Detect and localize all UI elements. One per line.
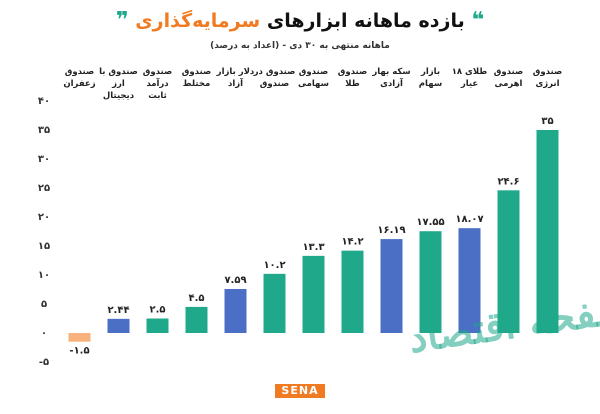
- y-tick-label: ۳۰: [38, 154, 50, 165]
- x-tick-label: صندوق مختلط: [181, 67, 212, 89]
- bar: [497, 190, 520, 333]
- y-tick-label: ۰: [41, 328, 47, 339]
- x-tick-label: صندوق درآمد ثابت: [142, 67, 173, 101]
- x-tick-label: سکه بهار آزادی: [372, 67, 411, 89]
- y-tick-label: -۵: [39, 357, 49, 368]
- bar: [224, 288, 247, 333]
- title-row: ❝ بازده ماهانه ابزارهای سرمایه‌گذاری ❞: [0, 8, 600, 33]
- x-tick-label: صندوق انرژی: [532, 67, 563, 89]
- y-tick-label: ۱۰: [38, 270, 50, 281]
- bar: [263, 273, 286, 333]
- bar: [458, 228, 481, 333]
- chart-subtitle: ماهانه منتهی به ۳۰ دی - (اعداد به درصد): [210, 41, 390, 51]
- bar: [419, 231, 442, 333]
- x-tick-label: دلار بازار آزاد: [216, 67, 255, 89]
- x-tick-label: صندوق سهامی: [297, 67, 330, 89]
- y-tick-label: ۳۵: [38, 125, 50, 136]
- value-label: ۱۴.۲: [341, 237, 363, 248]
- bar: [302, 255, 325, 333]
- quote-mark: ❞: [115, 8, 129, 33]
- quote-mark: ❝: [471, 8, 485, 33]
- value-label: ۱۷.۵۵: [416, 217, 444, 228]
- x-tick-label: صندوق در صندوق: [253, 67, 296, 89]
- bar: [107, 318, 130, 333]
- value-label: -۱.۵: [69, 346, 89, 357]
- value-label: ۲.۴۴: [107, 305, 129, 316]
- value-label: ۷.۵۹: [224, 275, 246, 286]
- y-tick-label: ۱۵: [38, 241, 50, 252]
- bar: [68, 333, 91, 342]
- x-tick-label: صندوق زعفران: [63, 67, 96, 89]
- bar: [380, 239, 403, 333]
- value-label: ۲.۵: [149, 305, 165, 316]
- chart-title: بازده ماهانه ابزارهای: [266, 10, 465, 32]
- x-tick-label: صندوق اهرمی: [493, 67, 524, 89]
- bar: [341, 250, 364, 333]
- x-tick-label: طلای ۱۸ عیار: [451, 67, 488, 89]
- x-tick-label: صندوق با ارز دیجیتال: [99, 67, 138, 101]
- y-tick-label: ۵: [41, 299, 47, 310]
- value-label: ۱۶.۱۹: [377, 225, 405, 236]
- y-tick-label: ۲۰: [38, 212, 50, 223]
- y-tick-label: ۲۵: [38, 183, 50, 194]
- x-tick-label: بازار سهام: [418, 67, 443, 89]
- bar: [146, 318, 169, 333]
- y-tick-label: ۴۰: [38, 96, 50, 107]
- chart-title-highlight: سرمایه‌گذاری: [135, 10, 261, 32]
- value-label: ۱۳.۳: [302, 242, 324, 253]
- bar: [536, 130, 559, 333]
- value-label: ۳۵: [541, 116, 553, 127]
- value-label: ۱۸.۰۷: [455, 214, 483, 225]
- x-tick-label: صندوق طلا: [337, 67, 368, 89]
- value-label: ۲۴.۶: [497, 176, 519, 187]
- value-label: ۴.۵: [188, 293, 204, 304]
- logo: SENA: [275, 384, 325, 398]
- bar: [185, 306, 208, 333]
- value-label: ۱۰.۲: [263, 260, 285, 271]
